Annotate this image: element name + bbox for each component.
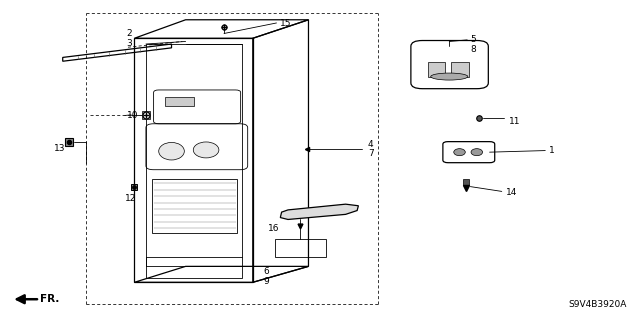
- Polygon shape: [280, 204, 358, 219]
- Ellipse shape: [193, 142, 219, 158]
- Text: 7: 7: [368, 149, 374, 158]
- Text: 16: 16: [268, 224, 279, 233]
- Text: 13: 13: [54, 144, 66, 153]
- Bar: [451, 62, 469, 77]
- Text: 1: 1: [549, 146, 555, 155]
- Text: 9: 9: [264, 277, 269, 286]
- Ellipse shape: [471, 149, 483, 156]
- Ellipse shape: [431, 73, 468, 80]
- Text: 8: 8: [470, 45, 476, 54]
- Bar: [428, 62, 445, 77]
- Text: FR.: FR.: [40, 294, 60, 304]
- Ellipse shape: [159, 142, 184, 160]
- Ellipse shape: [454, 149, 465, 156]
- Text: 2: 2: [127, 29, 132, 38]
- Text: 15: 15: [280, 19, 292, 28]
- Text: S9V4B3920A: S9V4B3920A: [569, 300, 627, 309]
- Text: 3: 3: [127, 39, 132, 48]
- Text: 10: 10: [127, 111, 138, 120]
- Text: 6: 6: [264, 267, 269, 276]
- Text: 12: 12: [125, 194, 136, 203]
- Text: 4: 4: [368, 140, 374, 149]
- Text: 14: 14: [506, 189, 517, 197]
- Text: 5: 5: [470, 35, 476, 44]
- Bar: [165, 97, 194, 106]
- Text: 11: 11: [509, 117, 520, 126]
